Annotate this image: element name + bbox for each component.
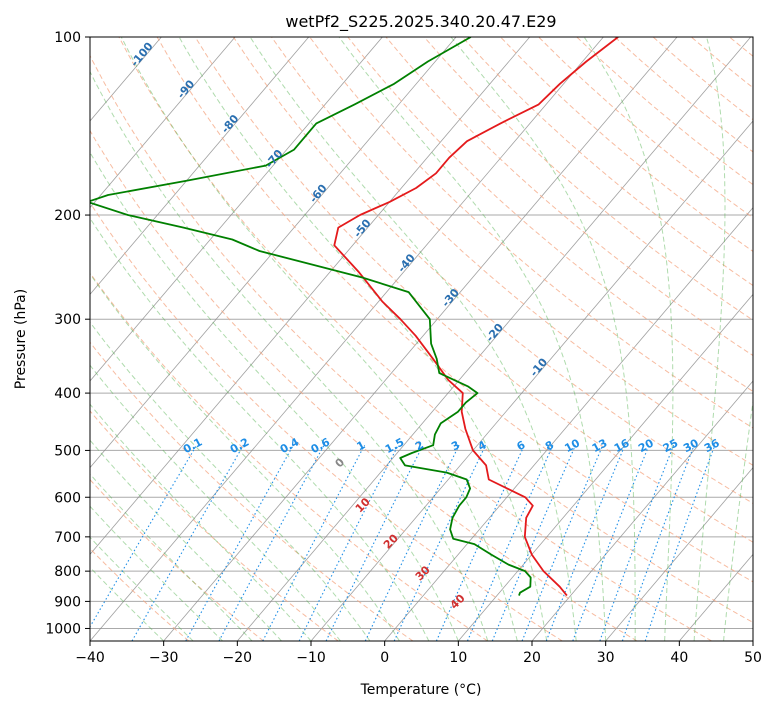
y-tick-label: 800 (54, 564, 81, 580)
y-tick-label: 700 (54, 530, 81, 546)
mixing-ratio-label: 30 (681, 436, 701, 455)
x-tick-label: −30 (149, 650, 179, 666)
dry-adiabat-line (90, 129, 638, 641)
dewpoint-profile-line (90, 37, 532, 596)
mixing-ratio-line (599, 444, 675, 641)
dry-adiabat-line (156, 37, 753, 583)
moist-adiabat-line (90, 536, 194, 641)
moist-adiabat-line (90, 566, 165, 641)
dry-adiabat-line (309, 37, 753, 429)
moist-adiabat-line (90, 217, 430, 641)
x-tick-label: −10 (296, 650, 326, 666)
dry-adiabat-line (90, 201, 563, 641)
mixing-ratio-line (90, 444, 198, 628)
plot-frame (89, 36, 754, 642)
dry-adiabat-line (90, 478, 264, 641)
y-tick-label: 500 (54, 443, 81, 459)
mixing-ratio-label: 10 (562, 436, 582, 455)
y-tick-label: 400 (54, 386, 81, 402)
sounding-profiles (90, 37, 619, 597)
moist-adiabat-lines (90, 37, 753, 641)
mixing-ratio-line (644, 445, 716, 641)
moist-adiabat-line (90, 403, 312, 641)
moist-adiabat-line (693, 37, 726, 641)
dry-adiabat-line (90, 54, 712, 641)
isotherm-line (90, 37, 531, 555)
dry-adiabat-line (385, 37, 753, 357)
y-tick-label: 900 (54, 594, 81, 610)
x-tick-label: −20 (223, 650, 253, 666)
x-axis-label: Temperature (°C) (360, 682, 482, 698)
mixing-ratio-lines (90, 444, 716, 641)
x-tick-label: 0 (380, 650, 389, 666)
mixing-ratio-line (325, 444, 424, 641)
mixing-ratio-line (298, 444, 399, 641)
y-tick-label: 100 (54, 30, 81, 46)
dry-adiabat-line (90, 272, 488, 641)
mixing-ratio-line (466, 444, 554, 641)
moist-adiabat-line (249, 37, 577, 641)
dry-adiabat-line (271, 37, 753, 466)
moist-adiabat-line (583, 37, 674, 641)
isotherm-line (90, 37, 457, 469)
moist-adiabat-line (90, 151, 459, 641)
plot-background-lines (90, 37, 753, 641)
mixing-ratio-line (621, 444, 695, 641)
y-tick-label: 200 (54, 208, 81, 224)
x-tick-label: −40 (75, 650, 105, 666)
y-tick-label: 300 (54, 312, 81, 328)
isotherm-line (90, 37, 383, 382)
moist-adiabat-line (338, 37, 607, 641)
moist-adiabat-line (723, 398, 753, 641)
isotherm-line (90, 37, 236, 209)
dry-adiabat-line (194, 37, 753, 543)
moist-adiabat-line (90, 70, 489, 641)
x-tick-label: 10 (449, 650, 467, 666)
isotherm-line (163, 37, 678, 641)
isotherm-line (90, 37, 604, 641)
mixing-ratio-label: 13 (590, 436, 610, 455)
isotherm-line (384, 207, 753, 641)
isotherm-lines (90, 37, 753, 641)
x-tick-label: 20 (523, 650, 541, 666)
mixing-ratio-label: 16 (612, 436, 632, 455)
moist-adiabat-line (90, 473, 253, 641)
mixing-ratio-label: 20 (636, 436, 656, 455)
y-tick-label: 600 (54, 490, 81, 506)
dry-adiabat-line (423, 37, 753, 321)
mixing-ratio-line (572, 444, 650, 641)
isotherm-line (90, 37, 310, 295)
isotherm-line (458, 293, 753, 641)
y-axis-label: Pressure (hPa) (13, 289, 29, 389)
mixing-ratio-line (185, 444, 294, 641)
moist-adiabat-line (90, 273, 400, 641)
moist-adiabat-line (90, 321, 371, 641)
x-tick-label: 30 (597, 650, 615, 666)
y-axis-ticks: 1000 900 800 700 600 500 400 300 200 100 (45, 30, 90, 637)
x-tick-label: 40 (670, 650, 688, 666)
isotherm-line (531, 380, 753, 641)
mixing-ratio-line (364, 444, 460, 641)
moist-adiabat-line (90, 364, 341, 641)
moist-adiabat-line (120, 37, 518, 641)
dry-adiabat-line (90, 410, 339, 641)
dry-adiabat-line (118, 37, 753, 624)
isotherm-line (605, 467, 753, 641)
dry-adiabat-lines (90, 37, 753, 641)
mixing-ratio-label: 36 (702, 436, 722, 455)
moist-adiabat-line (90, 439, 282, 641)
mixing-ratio-label: 25 (661, 436, 681, 455)
dry-adiabat-line (461, 37, 753, 287)
isotherm-line (237, 37, 752, 641)
y-tick-label: 1000 (45, 621, 81, 637)
x-tick-label: 50 (744, 650, 762, 666)
moist-adiabat-line (90, 505, 223, 641)
chart-title: wetPf2_S225.2025.340.20.47.E29 (285, 12, 556, 32)
dry-adiabat-line (232, 37, 753, 504)
temperature-profile-line (333, 37, 619, 597)
x-axis-ticks: −40 −30 −20 −10 0 10 20 30 40 50 (75, 641, 762, 666)
mixing-ratio-line (435, 444, 525, 641)
moist-adiabat-line (450, 37, 636, 641)
